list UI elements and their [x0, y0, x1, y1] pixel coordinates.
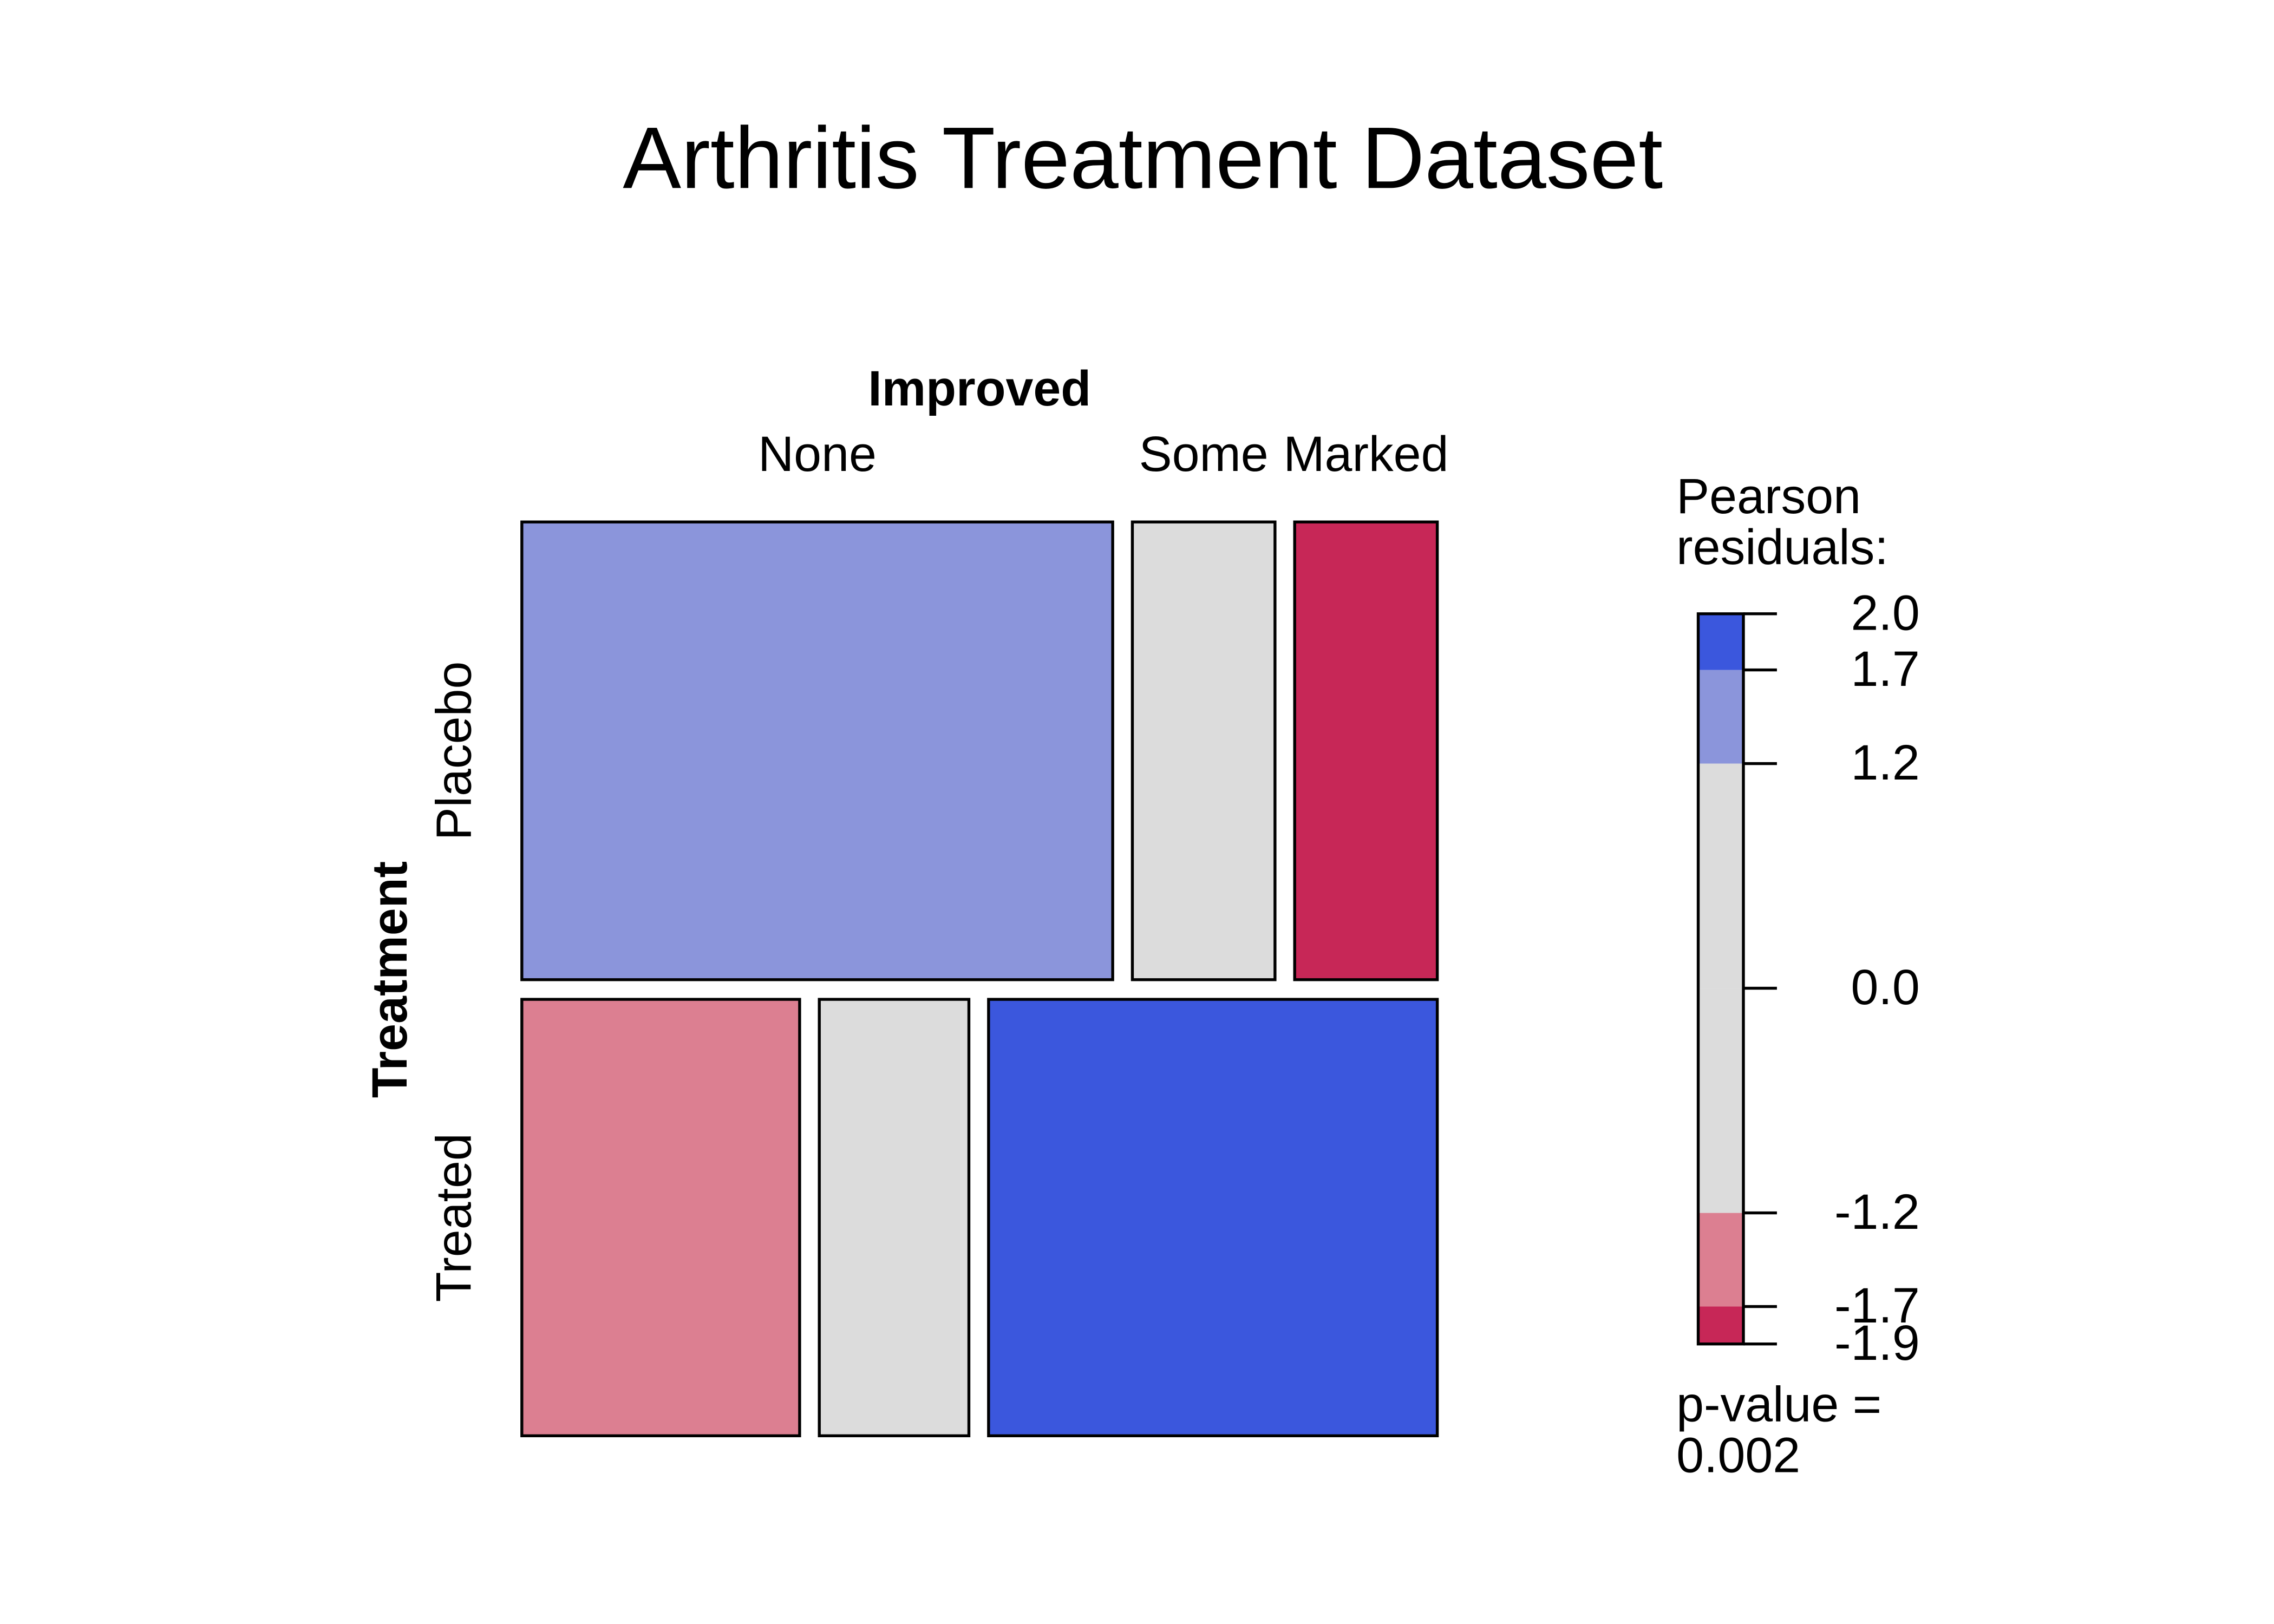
legend-tick-label: 2.0 [1851, 585, 1920, 640]
legend-band [1698, 1306, 1743, 1344]
legend-tick-label: -1.9 [1834, 1315, 1920, 1371]
legend-band [1698, 613, 1743, 670]
chart-title: Arthritis Treatment Dataset [623, 109, 1663, 207]
legend-band [1698, 988, 1743, 1213]
legend-band [1698, 670, 1743, 764]
legend-title: Pearson [1676, 469, 1861, 524]
legend-tick-label: 1.2 [1851, 735, 1920, 790]
column-label: Marked [1283, 427, 1448, 482]
legend-title: residuals: [1676, 520, 1889, 575]
legend-tick-label: -1.2 [1834, 1184, 1920, 1240]
legend-tick-label: 0.0 [1851, 960, 1920, 1015]
row-label: Treated [427, 1133, 482, 1302]
x-axis-label: Improved [868, 361, 1091, 416]
column-label: Some [1139, 427, 1269, 482]
y-axis-label: Treatment [362, 861, 417, 1098]
column-label: None [758, 427, 877, 482]
mosaic-tile [1131, 520, 1277, 981]
mosaic-tile [520, 520, 1114, 981]
p-value-label: p-value = [1676, 1377, 1881, 1432]
legend-band [1698, 763, 1743, 988]
mosaic-tile [520, 998, 801, 1438]
mosaic-tile [987, 998, 1439, 1438]
row-label: Placebo [427, 662, 482, 841]
legend-frame [1696, 612, 1745, 1346]
p-value: 0.002 [1676, 1428, 1800, 1483]
legend-tick-label: -1.7 [1834, 1278, 1920, 1333]
legend-band [1698, 1213, 1743, 1307]
mosaic-tile [818, 998, 971, 1438]
legend-tick-label: 1.7 [1851, 641, 1920, 697]
mosaic-tile [1293, 520, 1439, 981]
